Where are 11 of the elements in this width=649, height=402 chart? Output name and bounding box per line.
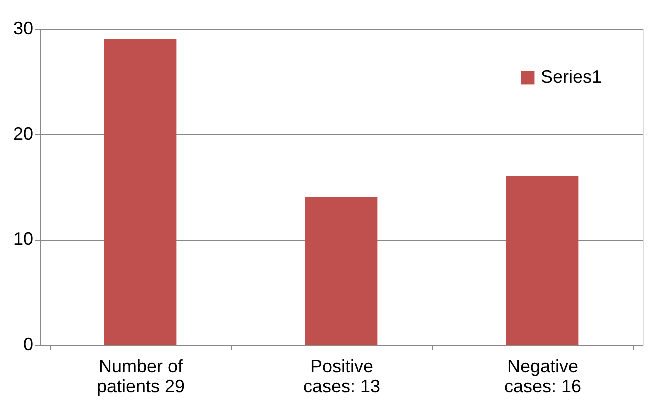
y-tick-label: 30 — [13, 18, 34, 38]
y-tick-label: 20 — [13, 124, 34, 144]
y-tick-label: 0 — [23, 334, 34, 354]
bar — [506, 176, 579, 345]
x-tick-label: Number of patients 29 — [96, 356, 186, 396]
bar — [104, 40, 177, 345]
x-tick-label: Positive cases: 13 — [303, 356, 381, 396]
legend-label: Series1 — [541, 67, 602, 87]
bar — [305, 198, 378, 345]
y-tick-label: 10 — [13, 229, 34, 250]
x-tick-label: Negative cases: 16 — [504, 356, 582, 396]
